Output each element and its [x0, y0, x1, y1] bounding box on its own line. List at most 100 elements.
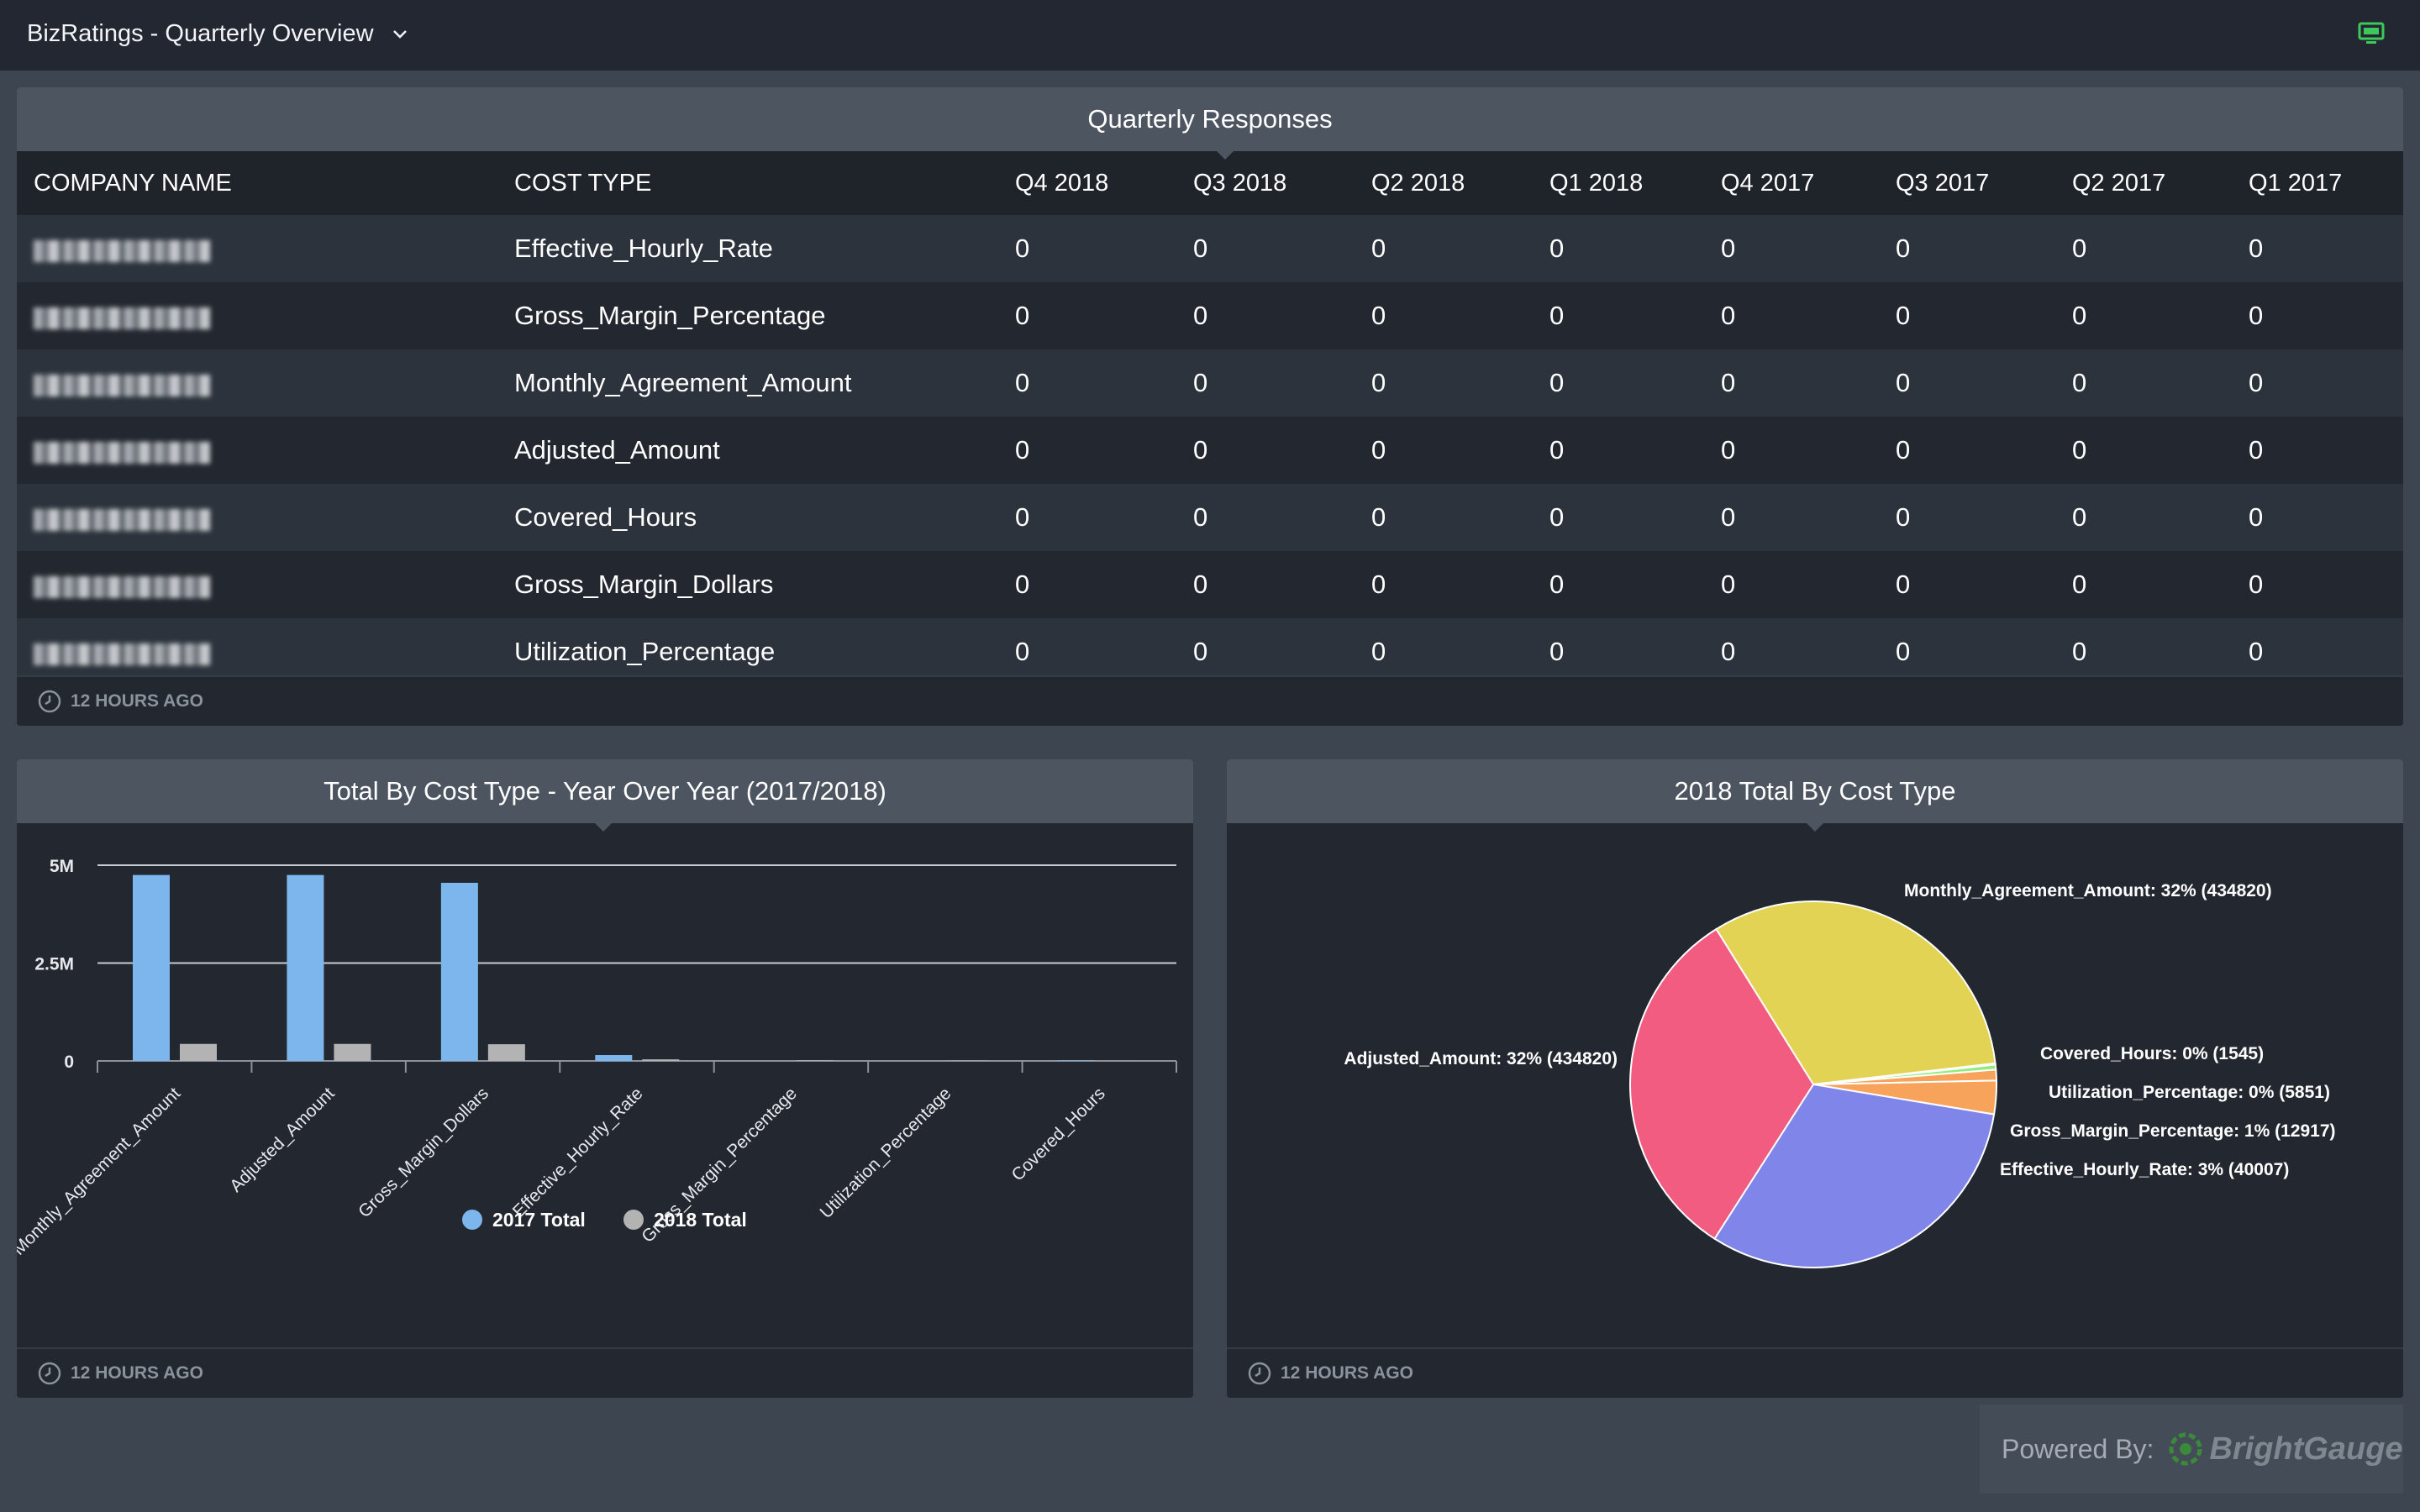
quarter-value-cell: 0 [2249, 301, 2264, 330]
quarter-value-cell: 0 [1896, 301, 1911, 330]
table-row[interactable]: Gross_Margin_Dollars 0 0 0 0 0 0 0 0 [17, 551, 2403, 618]
pie-slice[interactable] [1715, 900, 1996, 1086]
company-name-cell [34, 282, 210, 349]
quarter-value-cell: 0 [1371, 301, 1386, 330]
company-name-cell [34, 349, 210, 417]
dashboard-title: BizRatings - Quarterly Overview [27, 20, 374, 47]
brightgauge-logo-icon [2169, 1432, 2202, 1466]
company-name-cell [34, 484, 210, 551]
column-header[interactable]: COST TYPE [514, 169, 652, 197]
table-row[interactable]: Gross_Margin_Percentage 0 0 0 0 0 0 0 0 [17, 282, 2403, 349]
y-tick-label: 5M [50, 857, 74, 876]
company-name-cell [34, 215, 210, 282]
quarter-value-cell: 0 [1015, 502, 1030, 532]
bar-2018[interactable] [180, 1043, 217, 1061]
legend-label: 2017 Total [492, 1209, 586, 1231]
column-header[interactable]: COMPANY NAME [34, 169, 232, 197]
pie-data-label: Utilization_Percentage: 0% (5851) [2049, 1083, 2330, 1102]
column-header[interactable]: Q3 2018 [1193, 169, 1287, 197]
quarter-value-cell: 0 [1371, 234, 1386, 263]
quarter-value-cell: 0 [1193, 637, 1208, 666]
table-header: COMPANY NAME COST TYPE Q4 2018 Q3 2018 Q2 20… [17, 151, 2403, 215]
quarter-value-cell: 0 [1549, 637, 1565, 666]
column-header[interactable]: Q4 2018 [1015, 169, 1109, 197]
column-header[interactable]: Q3 2017 [1896, 169, 1990, 197]
bar-2017[interactable] [595, 1055, 633, 1061]
quarter-value-cell: 0 [1193, 502, 1208, 532]
dashboard-selector[interactable]: BizRatings - Quarterly Overview [27, 20, 411, 48]
quarter-value-cell: 0 [2072, 502, 2087, 532]
legend-item[interactable]: 2017 Total [462, 1209, 586, 1231]
widget-title: Quarterly Responses [17, 87, 2403, 151]
title-notch [1805, 822, 1825, 832]
bar-2018[interactable] [642, 1059, 680, 1061]
cost-type-pie-widget: 2018 Total By Cost Type Monthly_Agreemen… [1227, 759, 2403, 1398]
table-row[interactable]: Utilization_Percentage 0 0 0 0 0 0 0 0 [17, 618, 2403, 675]
bar-2018[interactable] [334, 1043, 371, 1061]
year-over-year-widget: Total By Cost Type - Year Over Year (201… [17, 759, 1193, 1398]
redacted-company-name [34, 509, 210, 531]
quarter-value-cell: 0 [2072, 435, 2087, 465]
widget-title: Total By Cost Type - Year Over Year (201… [17, 759, 1193, 823]
quarter-value-cell: 0 [1721, 301, 1736, 330]
bar-2018[interactable] [796, 1060, 834, 1061]
quarter-value-cell: 0 [1721, 502, 1736, 532]
table-row[interactable]: Monthly_Agreement_Amount 0 0 0 0 0 0 0 0 [17, 349, 2403, 417]
bar-2018[interactable] [487, 1044, 525, 1061]
cost-type-cell: Monthly_Agreement_Amount [514, 368, 852, 397]
quarterly-responses-widget: Quarterly Responses COMPANY NAME COST TYP… [17, 87, 2403, 726]
bar-2017[interactable] [287, 874, 324, 1061]
quarter-value-cell: 0 [2072, 368, 2087, 397]
column-header[interactable]: Q2 2018 [1371, 169, 1465, 197]
quarter-value-cell: 0 [1721, 368, 1736, 397]
quarter-value-cell: 0 [1549, 301, 1565, 330]
quarter-value-cell: 0 [1721, 234, 1736, 263]
widget-title: 2018 Total By Cost Type [1227, 759, 2403, 823]
x-tick-label: Gross_Margin_Dollars [355, 1084, 492, 1221]
x-tick-label: Monthly_Agreement_Amount [17, 1084, 184, 1259]
powered-by-badge[interactable]: Powered By: BrightGauge [1980, 1404, 2403, 1494]
cost-type-cell: Utilization_Percentage [514, 637, 776, 666]
last-updated: 12 HOURS AGO [71, 691, 203, 711]
y-tick-label: 2.5M [34, 955, 74, 974]
last-updated: 12 HOURS AGO [1281, 1363, 1413, 1383]
table-row[interactable]: Covered_Hours 0 0 0 0 0 0 0 0 [17, 484, 2403, 551]
quarter-value-cell: 0 [1549, 234, 1565, 263]
redacted-company-name [34, 307, 210, 329]
quarter-value-cell: 0 [1549, 368, 1565, 397]
quarter-value-cell: 0 [1015, 368, 1030, 397]
quarter-value-cell: 0 [1193, 435, 1208, 465]
cost-type-cell: Gross_Margin_Dollars [514, 570, 774, 599]
chevron-down-icon [392, 29, 407, 39]
quarter-value-cell: 0 [1371, 502, 1386, 532]
legend-item[interactable]: 2018 Total [623, 1209, 747, 1231]
bar-2017[interactable] [133, 874, 170, 1061]
quarter-value-cell: 0 [1371, 570, 1386, 599]
quarter-value-cell: 0 [1015, 234, 1030, 263]
widget-footer: 12 HOURS AGO [17, 675, 2403, 726]
quarter-value-cell: 0 [2072, 234, 2087, 263]
quarter-value-cell: 0 [1549, 502, 1565, 532]
quarter-value-cell: 0 [1549, 435, 1565, 465]
table-row[interactable]: Adjusted_Amount 0 0 0 0 0 0 0 0 [17, 417, 2403, 484]
quarter-value-cell: 0 [1015, 570, 1030, 599]
pie-data-label: Adjusted_Amount: 32% (434820) [1344, 1049, 1618, 1068]
redacted-company-name [34, 442, 210, 464]
column-header[interactable]: Q1 2018 [1549, 169, 1644, 197]
column-header[interactable]: Q2 2017 [2072, 169, 2166, 197]
last-updated: 12 HOURS AGO [71, 1363, 203, 1383]
quarter-value-cell: 0 [1896, 435, 1911, 465]
monitor-icon[interactable] [2358, 22, 2385, 45]
title-notch [593, 822, 613, 832]
pie-slice[interactable] [1629, 927, 1815, 1241]
redacted-company-name [34, 576, 210, 598]
clock-icon [38, 690, 61, 713]
column-header[interactable]: Q1 2017 [2249, 169, 2343, 197]
x-tick-label: Adjusted_Amount [226, 1084, 339, 1196]
data-table: COMPANY NAME COST TYPE Q4 2018 Q3 2018 Q2 20… [17, 151, 2403, 675]
quarter-value-cell: 0 [2249, 502, 2264, 532]
x-tick-label: Utilization_Percentage [817, 1084, 955, 1222]
table-row[interactable]: Effective_Hourly_Rate 0 0 0 0 0 0 0 0 [17, 215, 2403, 282]
column-header[interactable]: Q4 2017 [1721, 169, 1815, 197]
bar-2017[interactable] [440, 882, 478, 1061]
